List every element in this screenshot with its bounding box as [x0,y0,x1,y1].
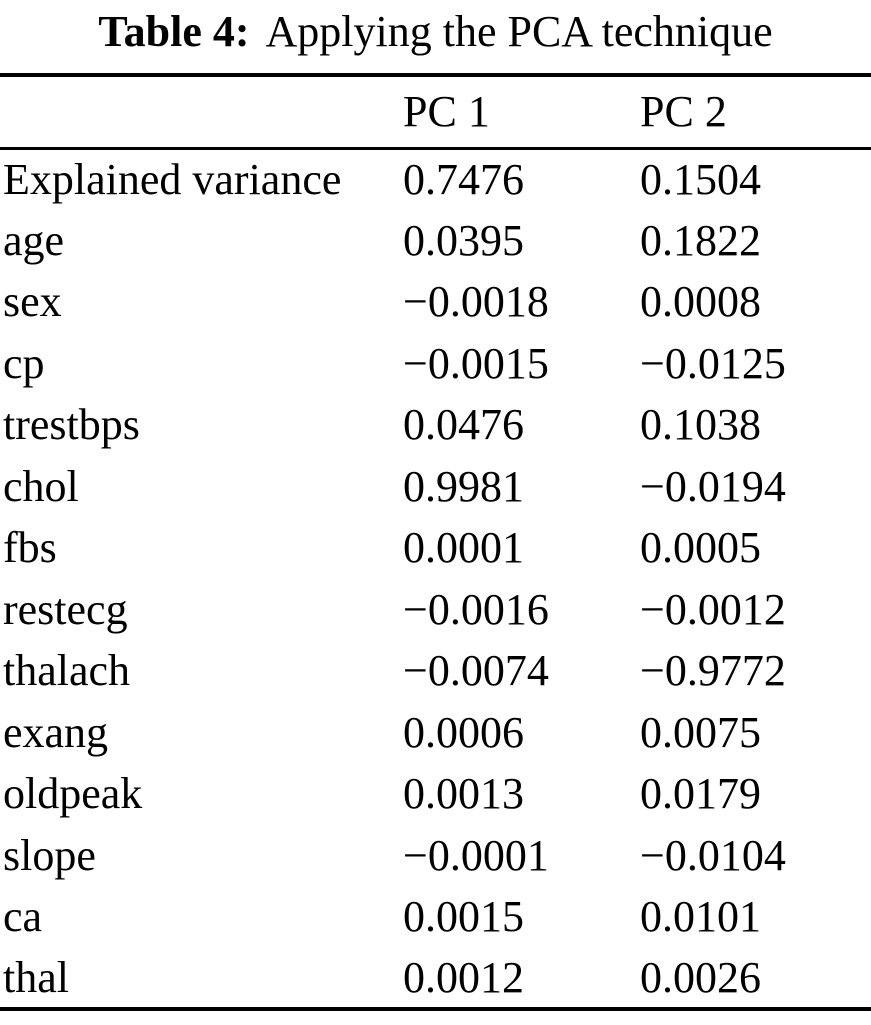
pc2-value: 0.1038 [640,400,761,450]
pc1-value: −0.0001 [403,830,549,880]
pc2-value: −0.9772 [640,646,786,696]
pc2-value: 0.1504 [640,155,761,204]
table-caption: Table 4: Applying the PCA technique [0,0,871,73]
feature-name: trestbps [3,400,140,450]
pc2-value: 0.0179 [640,769,761,819]
table-row: chol 0.9981 −0.0194 [0,456,871,518]
table-row: fbs 0.0001 0.0005 [0,517,871,579]
table-row: cp −0.0015 −0.0125 [0,333,871,395]
pc1-value: 0.0395 [403,215,524,265]
pc2-value: −0.0012 [640,584,786,634]
pc2-value: 0.0101 [640,892,761,942]
feature-name: chol [3,461,79,511]
pc1-value: −0.0018 [403,277,549,327]
pc1-value: −0.0015 [403,338,549,388]
pc1-value: 0.7476 [403,155,524,204]
feature-name: ca [3,892,43,942]
pc1-value: 0.0001 [403,523,524,573]
header-feature [0,75,403,150]
feature-name: exang [3,707,109,757]
pc1-value: 0.0012 [403,952,524,1002]
feature-name: age [3,215,65,265]
feature-name: thal [3,952,69,1002]
pc2-value: 0.0026 [640,952,761,1002]
pc2-value: −0.0125 [640,338,786,388]
table-row: ca 0.0015 0.0101 [0,886,871,948]
pc1-value: 0.9981 [403,461,524,511]
pc1-value: 0.0013 [403,769,524,819]
pc2-value: 0.1822 [640,215,761,265]
table-caption-text: Applying the PCA technique [265,7,773,56]
table-row: Explained variance 0.7476 0.1504 [0,148,871,210]
pc2-value: 0.0008 [640,277,761,327]
header-pc1: PC 1 [403,75,640,150]
pca-table: PC 1 PC 2 Explained variance 0.7476 0.15… [0,73,871,1011]
feature-name: Explained variance [3,155,342,204]
table-row: oldpeak 0.0013 0.0179 [0,763,871,825]
header-row: PC 1 PC 2 [0,75,871,150]
feature-name: restecg [3,584,128,634]
header-pc2: PC 2 [640,75,871,150]
pc2-value: −0.0104 [640,830,786,880]
table-caption-label: Table 4: [98,7,250,56]
pc1-value: 0.0015 [403,892,524,942]
feature-name: slope [3,830,96,880]
feature-name: cp [3,338,45,388]
table-row: trestbps 0.0476 0.1038 [0,394,871,456]
pc2-value: −0.0194 [640,461,786,511]
feature-name: oldpeak [3,769,143,819]
feature-name: fbs [3,523,57,573]
table-row: slope −0.0001 −0.0104 [0,825,871,887]
pc1-value: −0.0074 [403,646,549,696]
feature-name: thalach [3,646,131,696]
table-row: age 0.0395 0.1822 [0,210,871,272]
table-row: thal 0.0012 0.0026 [0,948,871,1010]
pc1-value: 0.0476 [403,400,524,450]
pc1-value: 0.0006 [403,707,524,757]
table-row: sex −0.0018 0.0008 [0,271,871,333]
feature-name: sex [3,277,62,327]
pc1-value: −0.0016 [403,584,549,634]
table-row: thalach −0.0074 −0.9772 [0,640,871,702]
table-row: exang 0.0006 0.0075 [0,702,871,764]
pc2-value: 0.0075 [640,707,761,757]
table-row: restecg −0.0016 −0.0012 [0,579,871,641]
pc2-value: 0.0005 [640,523,761,573]
